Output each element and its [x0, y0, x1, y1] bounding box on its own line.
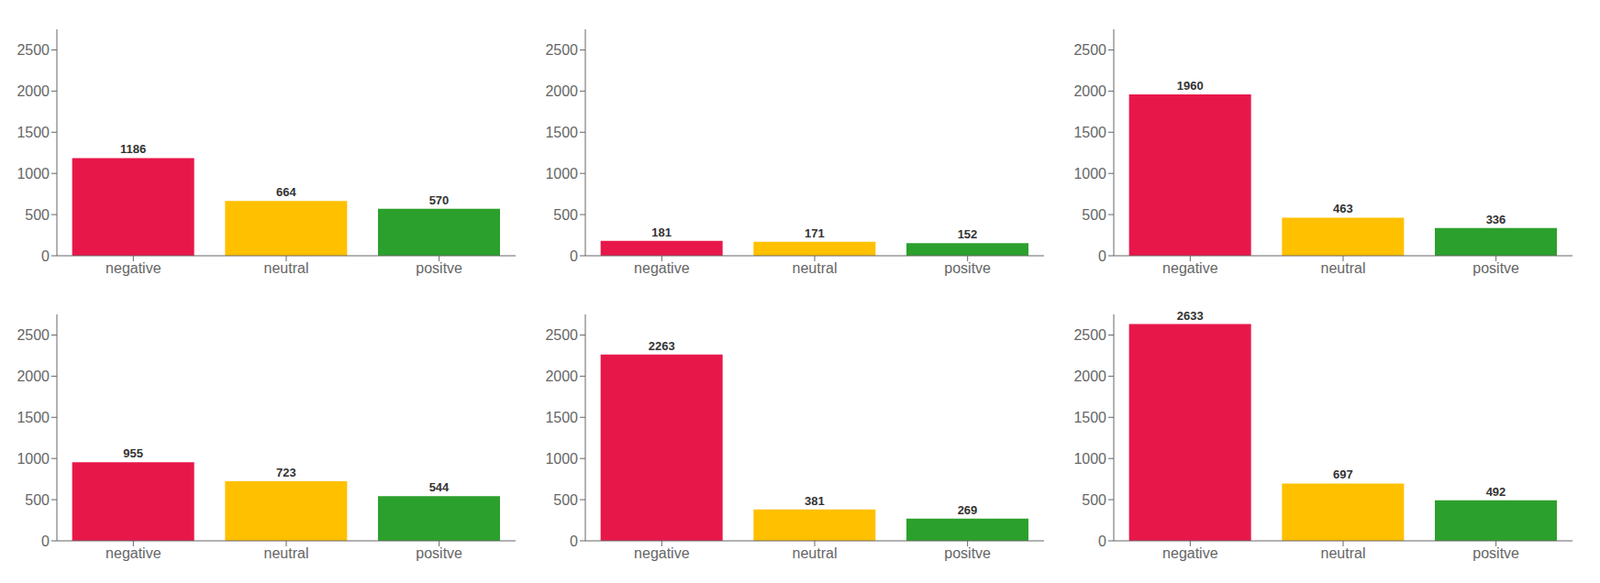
svg-text:2000: 2000 [16, 368, 50, 385]
svg-text:1000: 1000 [1073, 166, 1107, 182]
svg-text:171: 171 [804, 226, 825, 241]
svg-text:neutral: neutral [264, 260, 310, 277]
svg-text:2000: 2000 [1073, 83, 1107, 100]
svg-text:0: 0 [1098, 248, 1107, 265]
svg-text:2500: 2500 [16, 42, 50, 58]
svg-text:544: 544 [429, 480, 450, 495]
svg-text:2000: 2000 [544, 368, 578, 385]
svg-text:neutral: neutral [792, 545, 838, 562]
svg-text:1500: 1500 [544, 124, 578, 141]
svg-text:500: 500 [1081, 207, 1107, 223]
svg-text:500: 500 [553, 492, 578, 509]
svg-text:positve: positve [1472, 260, 1520, 277]
svg-text:381: 381 [804, 494, 825, 509]
svg-text:1960: 1960 [1177, 78, 1204, 93]
svg-text:1000: 1000 [16, 166, 50, 182]
svg-text:negative: negative [633, 260, 690, 277]
svg-text:1500: 1500 [16, 410, 50, 426]
svg-text:negative: negative [1162, 260, 1219, 277]
svg-text:0: 0 [41, 248, 50, 265]
svg-text:1000: 1000 [16, 451, 50, 467]
svg-text:0: 0 [569, 248, 578, 265]
svg-text:664: 664 [276, 185, 297, 200]
svg-text:1500: 1500 [16, 124, 50, 141]
svg-text:1500: 1500 [544, 410, 578, 426]
svg-text:positve: positve [415, 260, 463, 277]
svg-text:negative: negative [105, 260, 162, 277]
svg-text:1000: 1000 [544, 451, 578, 467]
svg-text:2633: 2633 [1177, 309, 1204, 323]
svg-text:0: 0 [1098, 533, 1107, 550]
svg-text:500: 500 [24, 492, 50, 509]
svg-text:2000: 2000 [544, 83, 578, 100]
svg-text:2500: 2500 [16, 327, 50, 344]
svg-text:500: 500 [24, 207, 50, 223]
svg-text:500: 500 [1081, 492, 1107, 509]
svg-text:1500: 1500 [1073, 410, 1107, 426]
svg-text:2000: 2000 [16, 83, 50, 100]
svg-text:492: 492 [1486, 485, 1507, 500]
svg-text:positve: positve [944, 545, 991, 562]
svg-text:negative: negative [1162, 545, 1219, 562]
svg-text:500: 500 [553, 207, 578, 223]
svg-text:neutral: neutral [1321, 260, 1367, 277]
svg-text:2500: 2500 [544, 42, 578, 58]
svg-text:181: 181 [651, 225, 672, 240]
svg-text:negative: negative [633, 545, 690, 562]
svg-text:positve: positve [1472, 545, 1520, 562]
svg-text:negative: negative [105, 545, 162, 562]
svg-text:positve: positve [415, 545, 463, 562]
svg-text:2500: 2500 [1073, 327, 1107, 344]
svg-text:570: 570 [429, 193, 450, 208]
svg-text:2263: 2263 [648, 339, 676, 354]
svg-text:neutral: neutral [264, 545, 310, 562]
svg-text:0: 0 [569, 533, 578, 550]
svg-text:463: 463 [1333, 201, 1354, 216]
svg-text:2500: 2500 [544, 327, 578, 344]
svg-text:neutral: neutral [1321, 545, 1367, 562]
svg-text:336: 336 [1486, 212, 1507, 227]
svg-text:1186: 1186 [120, 142, 146, 156]
svg-text:152: 152 [957, 227, 978, 242]
svg-text:2500: 2500 [1073, 42, 1107, 58]
svg-text:1000: 1000 [1073, 451, 1107, 467]
svg-text:0: 0 [41, 533, 50, 550]
svg-text:723: 723 [276, 466, 297, 480]
svg-text:2000: 2000 [1073, 368, 1107, 385]
svg-text:697: 697 [1333, 467, 1354, 482]
svg-text:positve: positve [944, 260, 991, 277]
svg-text:1500: 1500 [1073, 124, 1107, 141]
svg-text:neutral: neutral [792, 260, 838, 277]
svg-text:269: 269 [957, 503, 978, 518]
svg-text:955: 955 [122, 446, 144, 461]
svg-text:1000: 1000 [544, 166, 578, 182]
